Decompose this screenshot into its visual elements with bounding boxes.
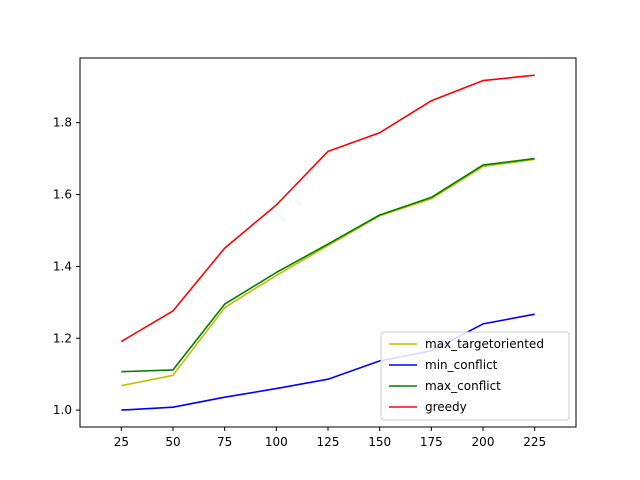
series-line-max-targetoriented — [121, 158, 535, 387]
legend-label: max_conflict — [425, 379, 501, 393]
legend-label: max_targetoriented — [425, 337, 544, 351]
x-tick-label: 200 — [472, 435, 495, 449]
x-axis: 25 50 75 100 125 150 175 200 225 — [114, 427, 546, 449]
x-tick-label: 175 — [420, 435, 443, 449]
series-line-max-conflict — [121, 157, 535, 373]
legend-label: min_conflict — [425, 358, 498, 372]
legend-box — [380, 331, 570, 421]
x-tick-label: 75 — [217, 435, 232, 449]
x-tick-label: 100 — [265, 435, 288, 449]
legend-label: greedy — [425, 400, 467, 414]
y-tick-label: 1.0 — [53, 403, 72, 417]
series-line-greedy — [120, 74, 535, 343]
x-tick-label: 50 — [165, 435, 180, 449]
x-tick-label: 225 — [523, 435, 546, 449]
x-tick-label: 150 — [368, 435, 391, 449]
x-tick-label: 125 — [317, 435, 340, 449]
x-tick-label: 25 — [114, 435, 129, 449]
y-tick-label: 1.8 — [53, 116, 72, 130]
legend: max_targetoriented min_conflict max_confli… — [380, 331, 570, 421]
y-tick-label: 1.6 — [53, 188, 72, 202]
y-tick-label: 1.2 — [53, 331, 72, 345]
y-axis: 1.0 1.2 1.4 1.6 1.8 — [53, 116, 80, 417]
y-tick-label: 1.4 — [53, 259, 72, 273]
